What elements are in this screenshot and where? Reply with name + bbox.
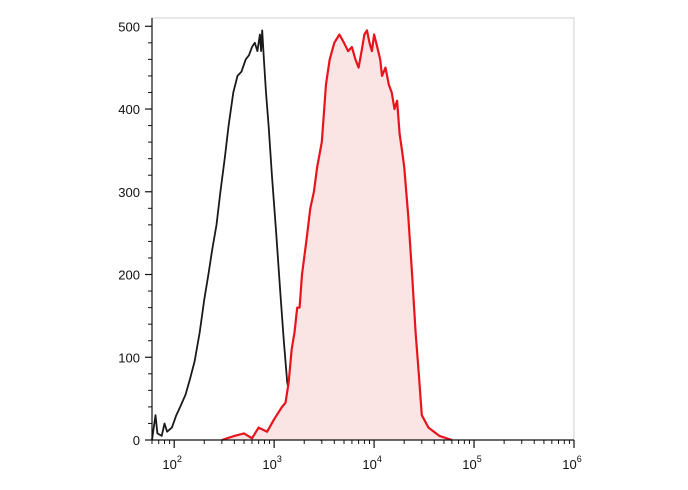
y-tick-label: 200: [118, 268, 140, 283]
x-tick-label: 103: [262, 454, 281, 472]
series-1-line: [151, 29, 322, 441]
x-tick-label: 102: [162, 454, 181, 472]
series-layer: [151, 29, 453, 442]
y-tick-label: 400: [118, 102, 140, 117]
series-2-fill: [221, 30, 452, 441]
x-tick-label: 106: [562, 454, 581, 472]
x-tick-label: 105: [462, 454, 481, 472]
x-tick-label: 104: [362, 454, 381, 472]
y-tick-label: 500: [118, 19, 140, 34]
y-tick-label: 300: [118, 185, 140, 200]
series-2-line: [221, 29, 453, 442]
y-tick-label: 100: [118, 350, 140, 365]
y-tick-label: 0: [133, 433, 140, 448]
ticks-layer: 0 100 200 300 400 500 102 103 104 105 106: [118, 19, 581, 472]
